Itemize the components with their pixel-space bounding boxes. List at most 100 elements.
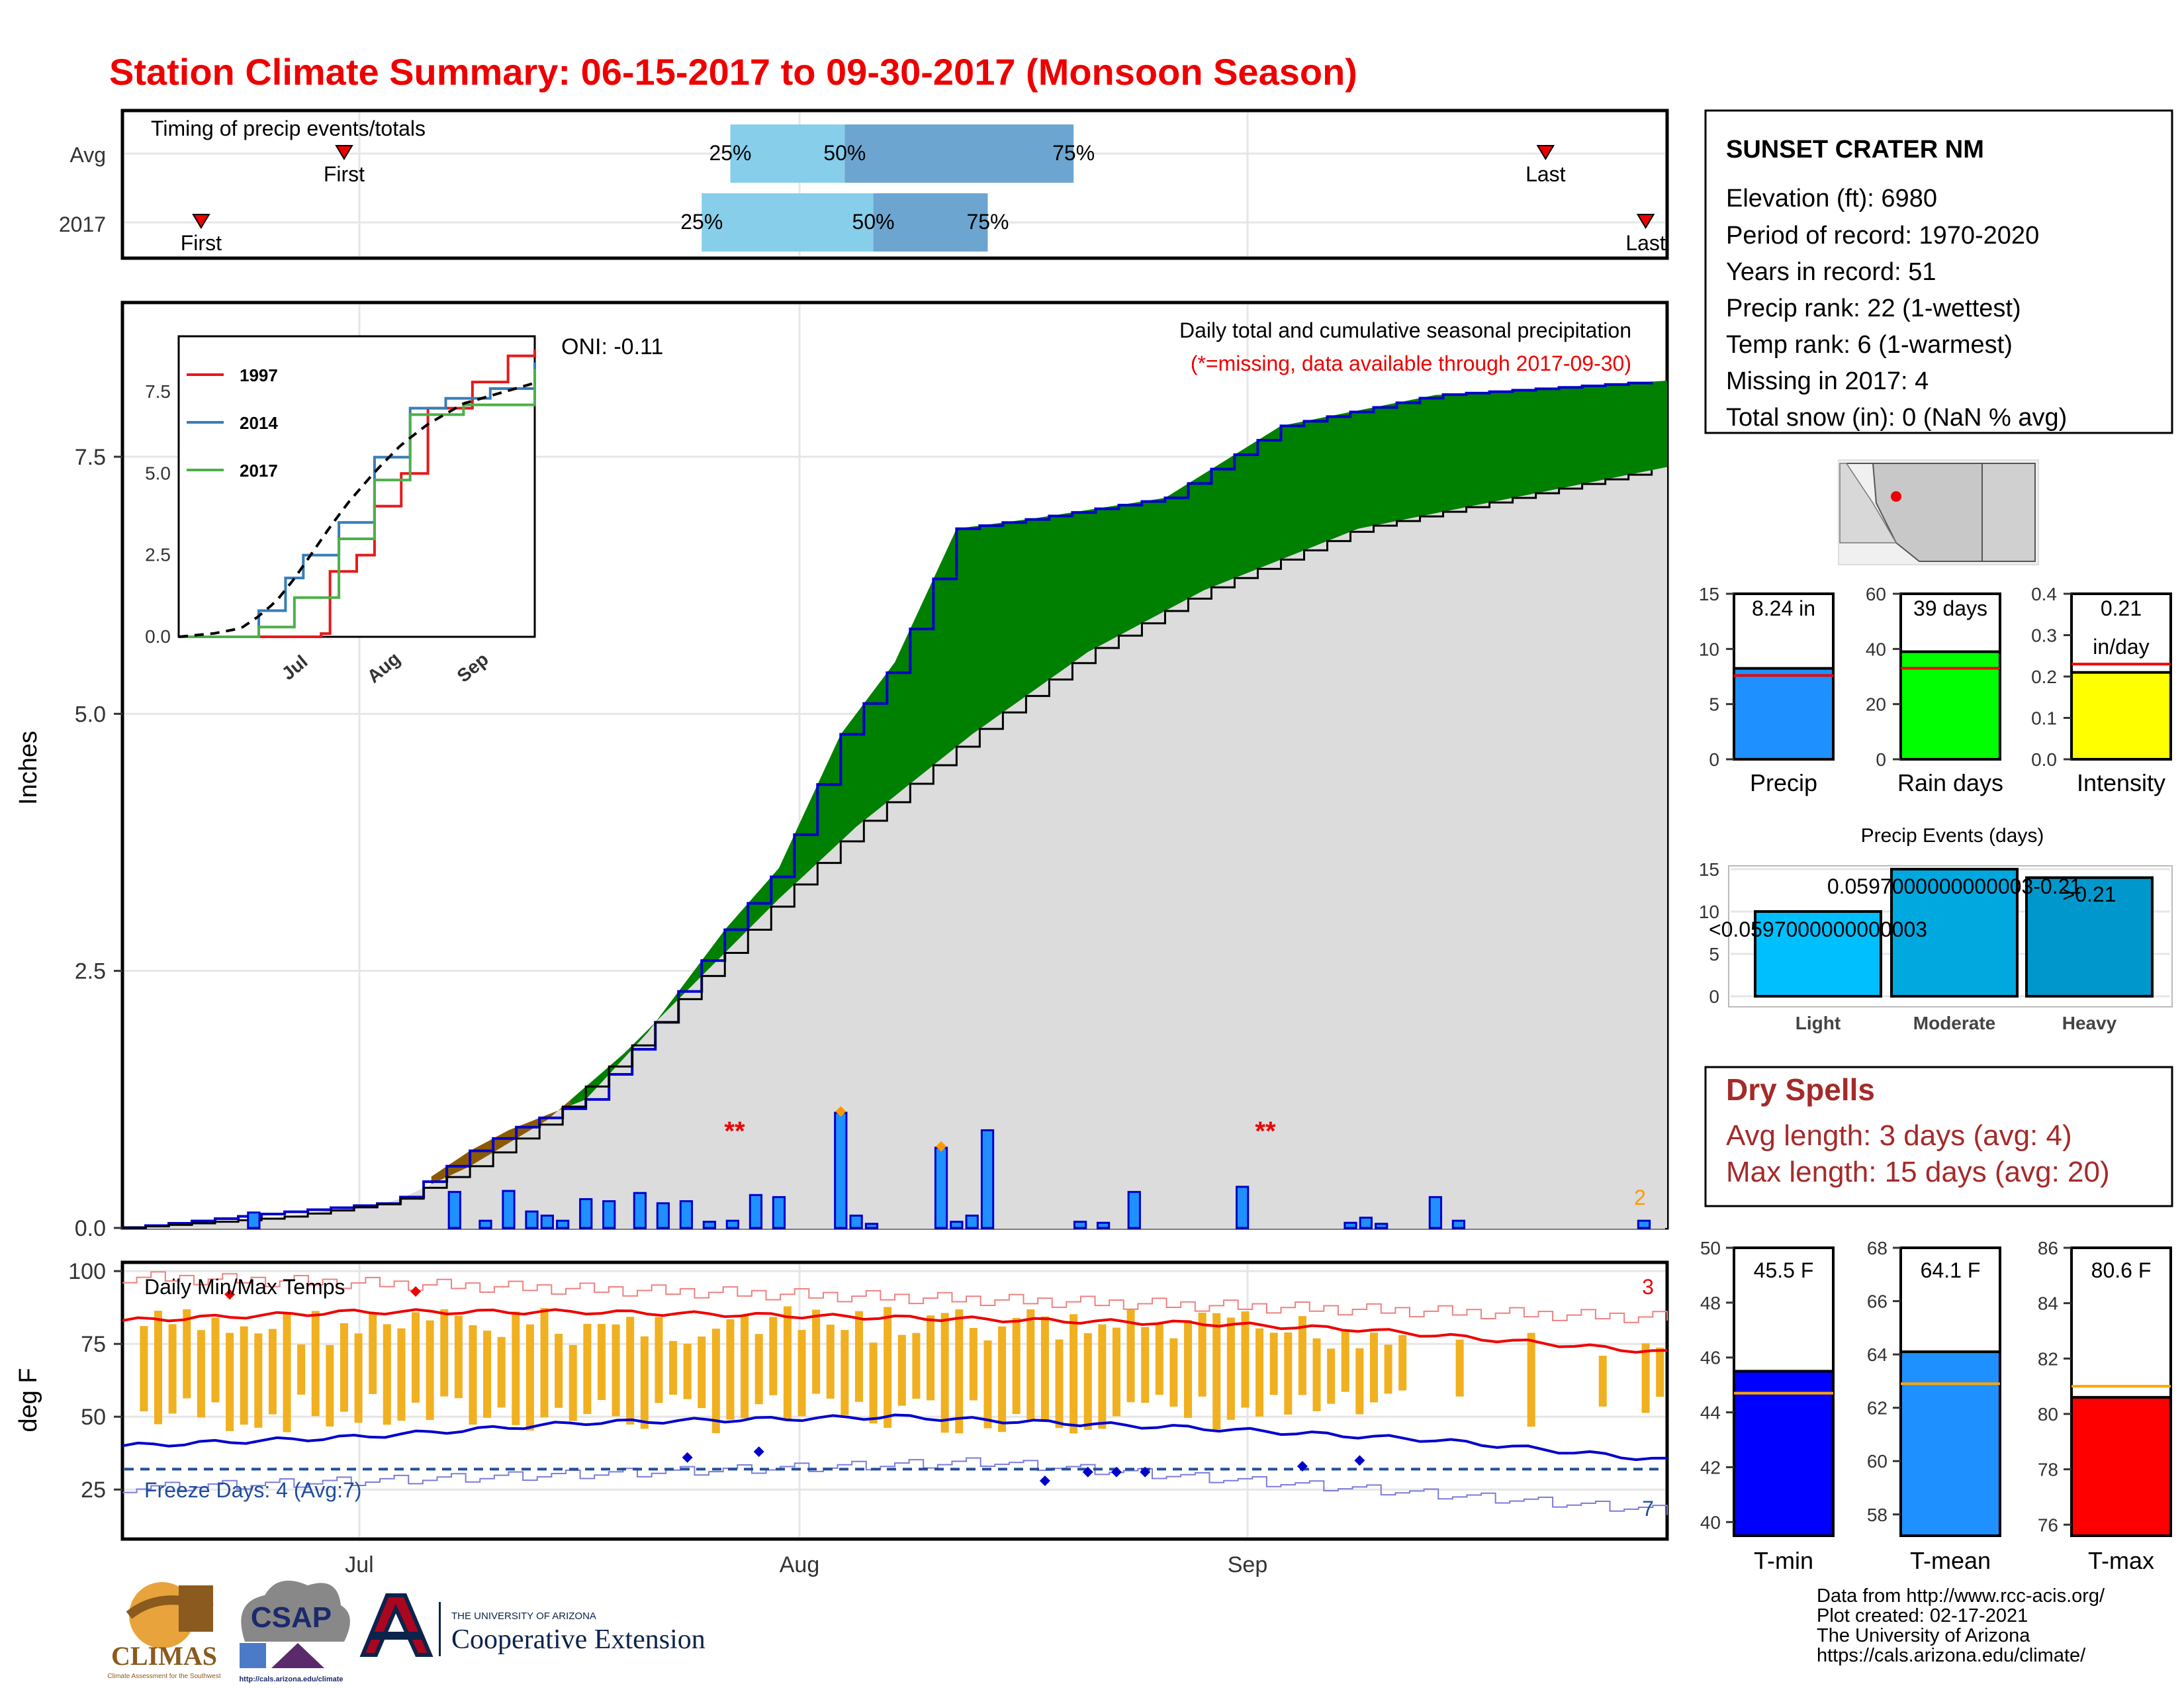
daily-temp-range-bar xyxy=(440,1309,449,1397)
daily-temp-range-bar xyxy=(940,1313,949,1433)
event-range-label: 0.0597000000000003-0.21 xyxy=(1827,874,2081,898)
csap-bars-icon xyxy=(240,1643,266,1668)
summary-y-tick: 0.1 xyxy=(2031,708,2057,729)
average-min-temp-line xyxy=(122,1413,1668,1462)
summary-y-tick: 20 xyxy=(1866,694,1886,715)
station-line: Elevation (ft): 6980 xyxy=(1726,185,1937,212)
y-tick: 7.5 xyxy=(75,445,106,470)
events-y-tick: 10 xyxy=(1699,902,1719,922)
station-info-box: SUNSET CRATER NM Elevation (ft): 6980 Pe… xyxy=(1704,109,2173,434)
cold-count: 7 xyxy=(1642,1497,1654,1521)
ua-a-bar xyxy=(371,1632,422,1640)
summary-y-tick: 0.4 xyxy=(2031,584,2057,604)
daily-temp-range-bar xyxy=(326,1344,334,1427)
quartile-bar-50-75 xyxy=(873,193,988,252)
timing-panel: Timing of precip events/totals Avg 2017 … xyxy=(59,109,1669,260)
y-tick: 2.5 xyxy=(75,959,106,984)
temp-y-tick: 46 xyxy=(1700,1348,1721,1368)
row-label-2017: 2017 xyxy=(59,212,106,236)
extreme-event-marker xyxy=(936,1141,947,1152)
daily-precip-bar xyxy=(934,1147,948,1229)
average-cumulative-area xyxy=(122,467,1667,1228)
daily-temp-range-bar xyxy=(283,1313,291,1432)
temp-y-tick: 50 xyxy=(1700,1238,1721,1258)
y-tick: 25 xyxy=(81,1477,106,1503)
daily-precip-bar xyxy=(679,1200,694,1229)
daily-precip-bar xyxy=(1127,1191,1141,1229)
events-y-tick: 0 xyxy=(1709,986,1719,1007)
quartile-label: 50% xyxy=(852,210,895,234)
x-tick: Aug xyxy=(780,1552,820,1577)
climas-text: CLIMAS xyxy=(111,1641,217,1671)
daily-temp-range-bar xyxy=(297,1344,306,1395)
temp-y-tick: 44 xyxy=(1700,1403,1721,1423)
daily-temp-range-bar xyxy=(1455,1339,1464,1397)
daily-temp-range-bar xyxy=(1398,1335,1407,1391)
daily-precip-bar xyxy=(834,1111,848,1229)
daily-temp-range-bar xyxy=(1055,1339,1064,1429)
event-marker-label: Last xyxy=(1625,231,1666,255)
daily-temp-range-bar xyxy=(1126,1309,1135,1403)
daily-temp-range-bar xyxy=(754,1334,763,1405)
daily-temp-range-bar xyxy=(640,1336,649,1429)
daily-temp-range-bar xyxy=(369,1313,377,1394)
daily-precip-bar xyxy=(1375,1223,1388,1229)
daily-temp-range-bar xyxy=(955,1309,964,1434)
summary-y-tick: 15 xyxy=(1699,584,1719,604)
daily-precip-bar xyxy=(849,1214,863,1229)
daily-temp-range-bar xyxy=(1112,1327,1120,1417)
daily-precip-bar xyxy=(447,1191,461,1229)
precip-events-chart: Precip Events (days) 0 5 10 15 Light Moderate… xyxy=(1699,825,2173,1033)
temp-summary-bar xyxy=(1733,1370,1835,1537)
footer-line: Data from http://www.rcc-acis.org/ xyxy=(1817,1585,2105,1607)
record-min-line xyxy=(122,1457,1668,1515)
daily-precip-bar xyxy=(1236,1186,1250,1229)
summary-bar xyxy=(2070,671,2172,761)
temp-y-tick: 62 xyxy=(1867,1398,1888,1419)
daily-temp-range-bar xyxy=(769,1317,778,1395)
event-marker-icon xyxy=(1636,214,1655,229)
station-line: Temp rank: 6 (1-warmest) xyxy=(1726,331,2013,359)
daily-temp-range-bar xyxy=(1155,1323,1163,1395)
csap-mountain-icon xyxy=(271,1643,324,1668)
station-name: SUNSET CRATER NM xyxy=(1726,136,1984,164)
daily-temp-range-bar xyxy=(841,1330,849,1415)
daily-precip-bar xyxy=(702,1221,717,1229)
daily-temp-range-bar xyxy=(469,1325,477,1425)
daily-precip-bar xyxy=(725,1219,740,1229)
daily-precip-bar xyxy=(540,1214,554,1229)
missing-mark: ** xyxy=(1255,1117,1276,1146)
x-axis: Jul Aug Sep xyxy=(345,1552,1267,1577)
station-location-dot xyxy=(1891,491,1901,502)
daily-temp-range-bar xyxy=(897,1335,906,1406)
event-marker-label: First xyxy=(181,231,222,255)
ua-big-text: Cooperative Extension xyxy=(451,1624,705,1655)
daily-temp-range-bar xyxy=(525,1324,534,1431)
extreme-count: 2 xyxy=(1634,1186,1646,1209)
temp-bar-label: T-max xyxy=(2088,1547,2154,1574)
daily-temp-range-bar xyxy=(1327,1348,1336,1404)
daily-temp-range-bar xyxy=(854,1311,863,1402)
daily-temp-range-bar xyxy=(268,1329,277,1415)
daily-temp-range-bar xyxy=(655,1317,663,1403)
daily-precip-bar xyxy=(478,1219,492,1229)
temp-y-tick: 42 xyxy=(1700,1457,1721,1477)
daily-temp-range-bar xyxy=(1040,1316,1049,1422)
event-category-label: Moderate xyxy=(1913,1013,1995,1033)
daily-temp-range-bar xyxy=(812,1309,821,1394)
daily-temp-range-bar xyxy=(1284,1332,1293,1415)
summary-value-unit: in/day xyxy=(2093,635,2149,659)
daily-temp-range-bar xyxy=(1141,1327,1150,1403)
temp-y-tick: 82 xyxy=(2038,1348,2058,1369)
quartile-label: 25% xyxy=(709,141,751,165)
daily-precip-bar xyxy=(965,1214,979,1229)
daily-temp-range-bar xyxy=(254,1333,263,1428)
csap-text: CSAP xyxy=(251,1601,332,1634)
csap-logo: CSAP http://cals.arizona.edu/climate xyxy=(239,1580,350,1683)
event-marker-icon xyxy=(192,214,210,229)
daily-precip-bar xyxy=(772,1196,786,1229)
daily-temp-range-bar xyxy=(1098,1324,1107,1429)
inset-y-tick: 5.0 xyxy=(145,463,171,483)
